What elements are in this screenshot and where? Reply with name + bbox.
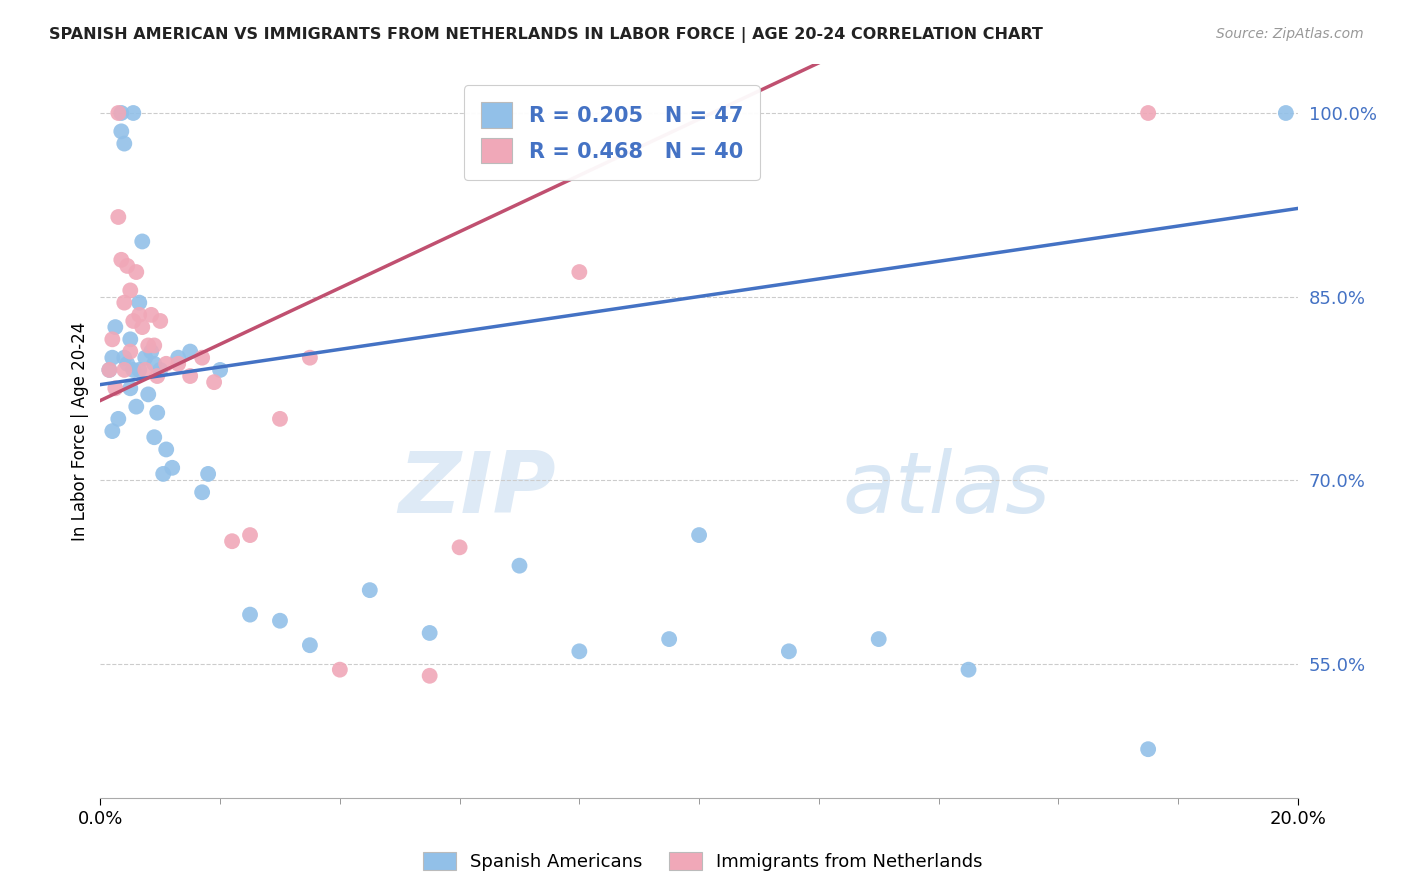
Point bbox=[136, 338, 159, 352]
Point bbox=[155, 442, 177, 457]
Point bbox=[568, 265, 591, 279]
Point bbox=[101, 351, 124, 365]
Text: atlas: atlas bbox=[842, 449, 1050, 532]
Point bbox=[134, 363, 156, 377]
Point bbox=[1137, 742, 1160, 756]
Point bbox=[298, 351, 321, 365]
Point bbox=[179, 369, 201, 384]
Point bbox=[179, 344, 201, 359]
Point bbox=[568, 644, 591, 658]
Point bbox=[101, 424, 124, 438]
Point bbox=[104, 381, 127, 395]
Point bbox=[117, 357, 139, 371]
Point bbox=[112, 295, 135, 310]
Legend: R = 0.205   N = 47, R = 0.468   N = 40: R = 0.205 N = 47, R = 0.468 N = 40 bbox=[464, 86, 759, 180]
Point bbox=[98, 363, 121, 377]
Point bbox=[209, 363, 232, 377]
Point bbox=[120, 284, 142, 298]
Text: ZIP: ZIP bbox=[398, 449, 555, 532]
Point bbox=[125, 400, 148, 414]
Point bbox=[107, 412, 129, 426]
Point bbox=[107, 210, 129, 224]
Point bbox=[143, 430, 166, 444]
Point bbox=[122, 106, 145, 120]
Point bbox=[128, 295, 150, 310]
Legend: Spanish Americans, Immigrants from Netherlands: Spanish Americans, Immigrants from Nethe… bbox=[416, 845, 990, 879]
Point bbox=[131, 235, 153, 249]
Point bbox=[1137, 106, 1160, 120]
Point bbox=[101, 332, 124, 346]
Point bbox=[269, 412, 291, 426]
Point bbox=[134, 351, 156, 365]
Point bbox=[122, 314, 145, 328]
Text: Source: ZipAtlas.com: Source: ZipAtlas.com bbox=[1216, 27, 1364, 41]
Point bbox=[110, 106, 132, 120]
Point bbox=[110, 124, 132, 138]
Point bbox=[117, 259, 139, 273]
Point bbox=[1275, 106, 1298, 120]
Point bbox=[167, 357, 190, 371]
Point bbox=[269, 614, 291, 628]
Point bbox=[110, 252, 132, 267]
Point bbox=[131, 320, 153, 334]
Point bbox=[688, 528, 710, 542]
Point bbox=[128, 363, 150, 377]
Point bbox=[419, 626, 441, 640]
Point bbox=[149, 363, 172, 377]
Point bbox=[128, 308, 150, 322]
Point bbox=[152, 467, 174, 481]
Point bbox=[202, 375, 225, 389]
Point bbox=[112, 363, 135, 377]
Point bbox=[197, 467, 219, 481]
Point bbox=[120, 332, 142, 346]
Point bbox=[141, 344, 163, 359]
Point bbox=[125, 265, 148, 279]
Point bbox=[359, 583, 381, 598]
Point bbox=[136, 387, 159, 401]
Point bbox=[167, 351, 190, 365]
Point bbox=[449, 541, 471, 555]
Point bbox=[120, 381, 142, 395]
Point bbox=[112, 136, 135, 151]
Point bbox=[868, 632, 890, 646]
Point bbox=[107, 106, 129, 120]
Point bbox=[239, 528, 262, 542]
Point bbox=[143, 357, 166, 371]
Point bbox=[160, 460, 183, 475]
Point bbox=[146, 369, 169, 384]
Point bbox=[221, 534, 243, 549]
Point bbox=[239, 607, 262, 622]
Text: SPANISH AMERICAN VS IMMIGRANTS FROM NETHERLANDS IN LABOR FORCE | AGE 20-24 CORRE: SPANISH AMERICAN VS IMMIGRANTS FROM NETH… bbox=[49, 27, 1043, 43]
Point bbox=[120, 344, 142, 359]
Point bbox=[658, 632, 681, 646]
Point bbox=[122, 363, 145, 377]
Point bbox=[957, 663, 980, 677]
Point bbox=[149, 314, 172, 328]
Point bbox=[298, 638, 321, 652]
Point bbox=[155, 357, 177, 371]
Point bbox=[419, 669, 441, 683]
Point bbox=[141, 308, 163, 322]
Point bbox=[508, 558, 530, 573]
Point bbox=[143, 338, 166, 352]
Point bbox=[191, 485, 214, 500]
Point bbox=[146, 406, 169, 420]
Point bbox=[98, 363, 121, 377]
Y-axis label: In Labor Force | Age 20-24: In Labor Force | Age 20-24 bbox=[72, 321, 89, 541]
Point bbox=[104, 320, 127, 334]
Point bbox=[329, 663, 352, 677]
Point bbox=[778, 644, 800, 658]
Point bbox=[112, 351, 135, 365]
Point bbox=[191, 351, 214, 365]
